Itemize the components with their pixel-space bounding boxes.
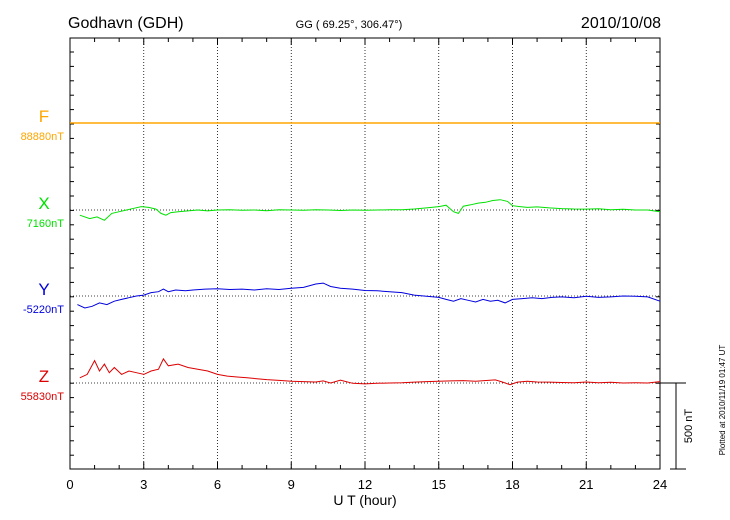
station-title: Godhavn (GDH) bbox=[68, 15, 184, 32]
x-tick-label: 12 bbox=[358, 477, 372, 492]
x-tick-label: 0 bbox=[66, 477, 73, 492]
x-tick-labels: 0 3 6 9 12 15 18 21 24 bbox=[66, 477, 667, 492]
series-baseline-value-y: -5220nT bbox=[23, 304, 64, 316]
x-tick-label: 21 bbox=[579, 477, 593, 492]
series-baseline-value-z: 55830nT bbox=[21, 391, 65, 403]
scale-bar: 500 nT bbox=[660, 382, 695, 470]
series-name-f: F bbox=[39, 107, 49, 126]
x-tick-label: 9 bbox=[288, 477, 295, 492]
chart-date: 2010/10/08 bbox=[581, 15, 661, 32]
x-tick-label: 18 bbox=[505, 477, 519, 492]
series-traces bbox=[70, 122, 661, 386]
x-tick-label: 6 bbox=[214, 477, 221, 492]
series-name-y: Y bbox=[38, 280, 49, 299]
series-baseline-value-f: 88880nT bbox=[21, 131, 65, 143]
scale-bar-label: 500 nT bbox=[683, 409, 695, 444]
x-axis-label: U T (hour) bbox=[333, 492, 396, 508]
series-line-z bbox=[79, 357, 661, 386]
series-name-x: X bbox=[38, 194, 49, 213]
frame-ticks bbox=[69, 38, 661, 469]
series-baseline-value-x: 7160nT bbox=[27, 218, 65, 230]
x-tick-label: 24 bbox=[653, 477, 667, 492]
series-name-z: Z bbox=[39, 367, 49, 386]
station-coordinates: GG ( 69.25°, 306.47°) bbox=[296, 19, 403, 31]
series-line-y bbox=[77, 282, 661, 309]
x-tick-label: 15 bbox=[432, 477, 446, 492]
plotted-timestamp: Plotted at 2010/11/19 01:47 UT bbox=[718, 345, 727, 456]
x-tick-label: 3 bbox=[140, 477, 147, 492]
series-labels: F 88880nT X 7160nT Y -5220nT Z 55830nT bbox=[21, 107, 65, 403]
grid-lines bbox=[143, 38, 587, 469]
series-line-x bbox=[79, 199, 661, 221]
